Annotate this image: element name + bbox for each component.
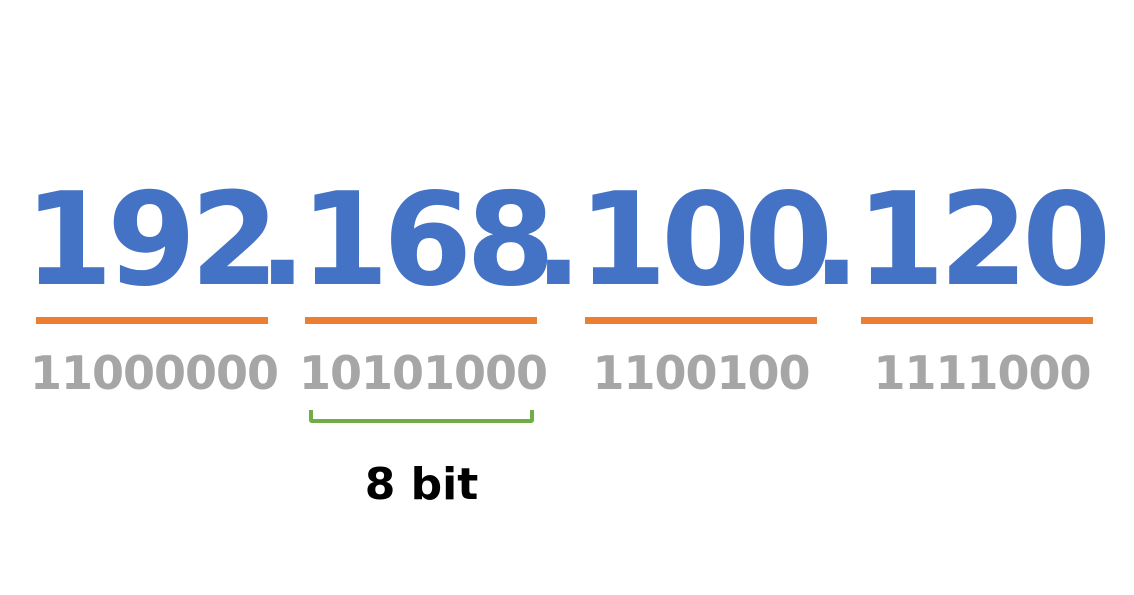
octet-4-underline <box>861 317 1093 324</box>
binary-octet-1: 11000000 <box>30 346 279 400</box>
octet-2-underline <box>305 317 537 324</box>
bit-width-bracket <box>309 410 534 423</box>
dot-separator-1: . <box>258 166 307 315</box>
binary-octet-2: 10101000 <box>299 346 548 400</box>
dot-separator-2: . <box>534 166 583 315</box>
bit-width-label: 8 bit <box>364 459 479 510</box>
dot-separator-3: . <box>812 166 861 315</box>
octet-1-underline <box>36 317 268 324</box>
octet-4: 120 <box>856 166 1111 315</box>
octet-1: 192 <box>24 166 279 315</box>
octet-3-underline <box>585 317 817 324</box>
binary-octet-4: 1111000 <box>873 346 1091 400</box>
binary-octet-3: 1100100 <box>592 346 810 400</box>
octet-2: 168 <box>300 166 555 315</box>
octet-3: 100 <box>578 166 833 315</box>
